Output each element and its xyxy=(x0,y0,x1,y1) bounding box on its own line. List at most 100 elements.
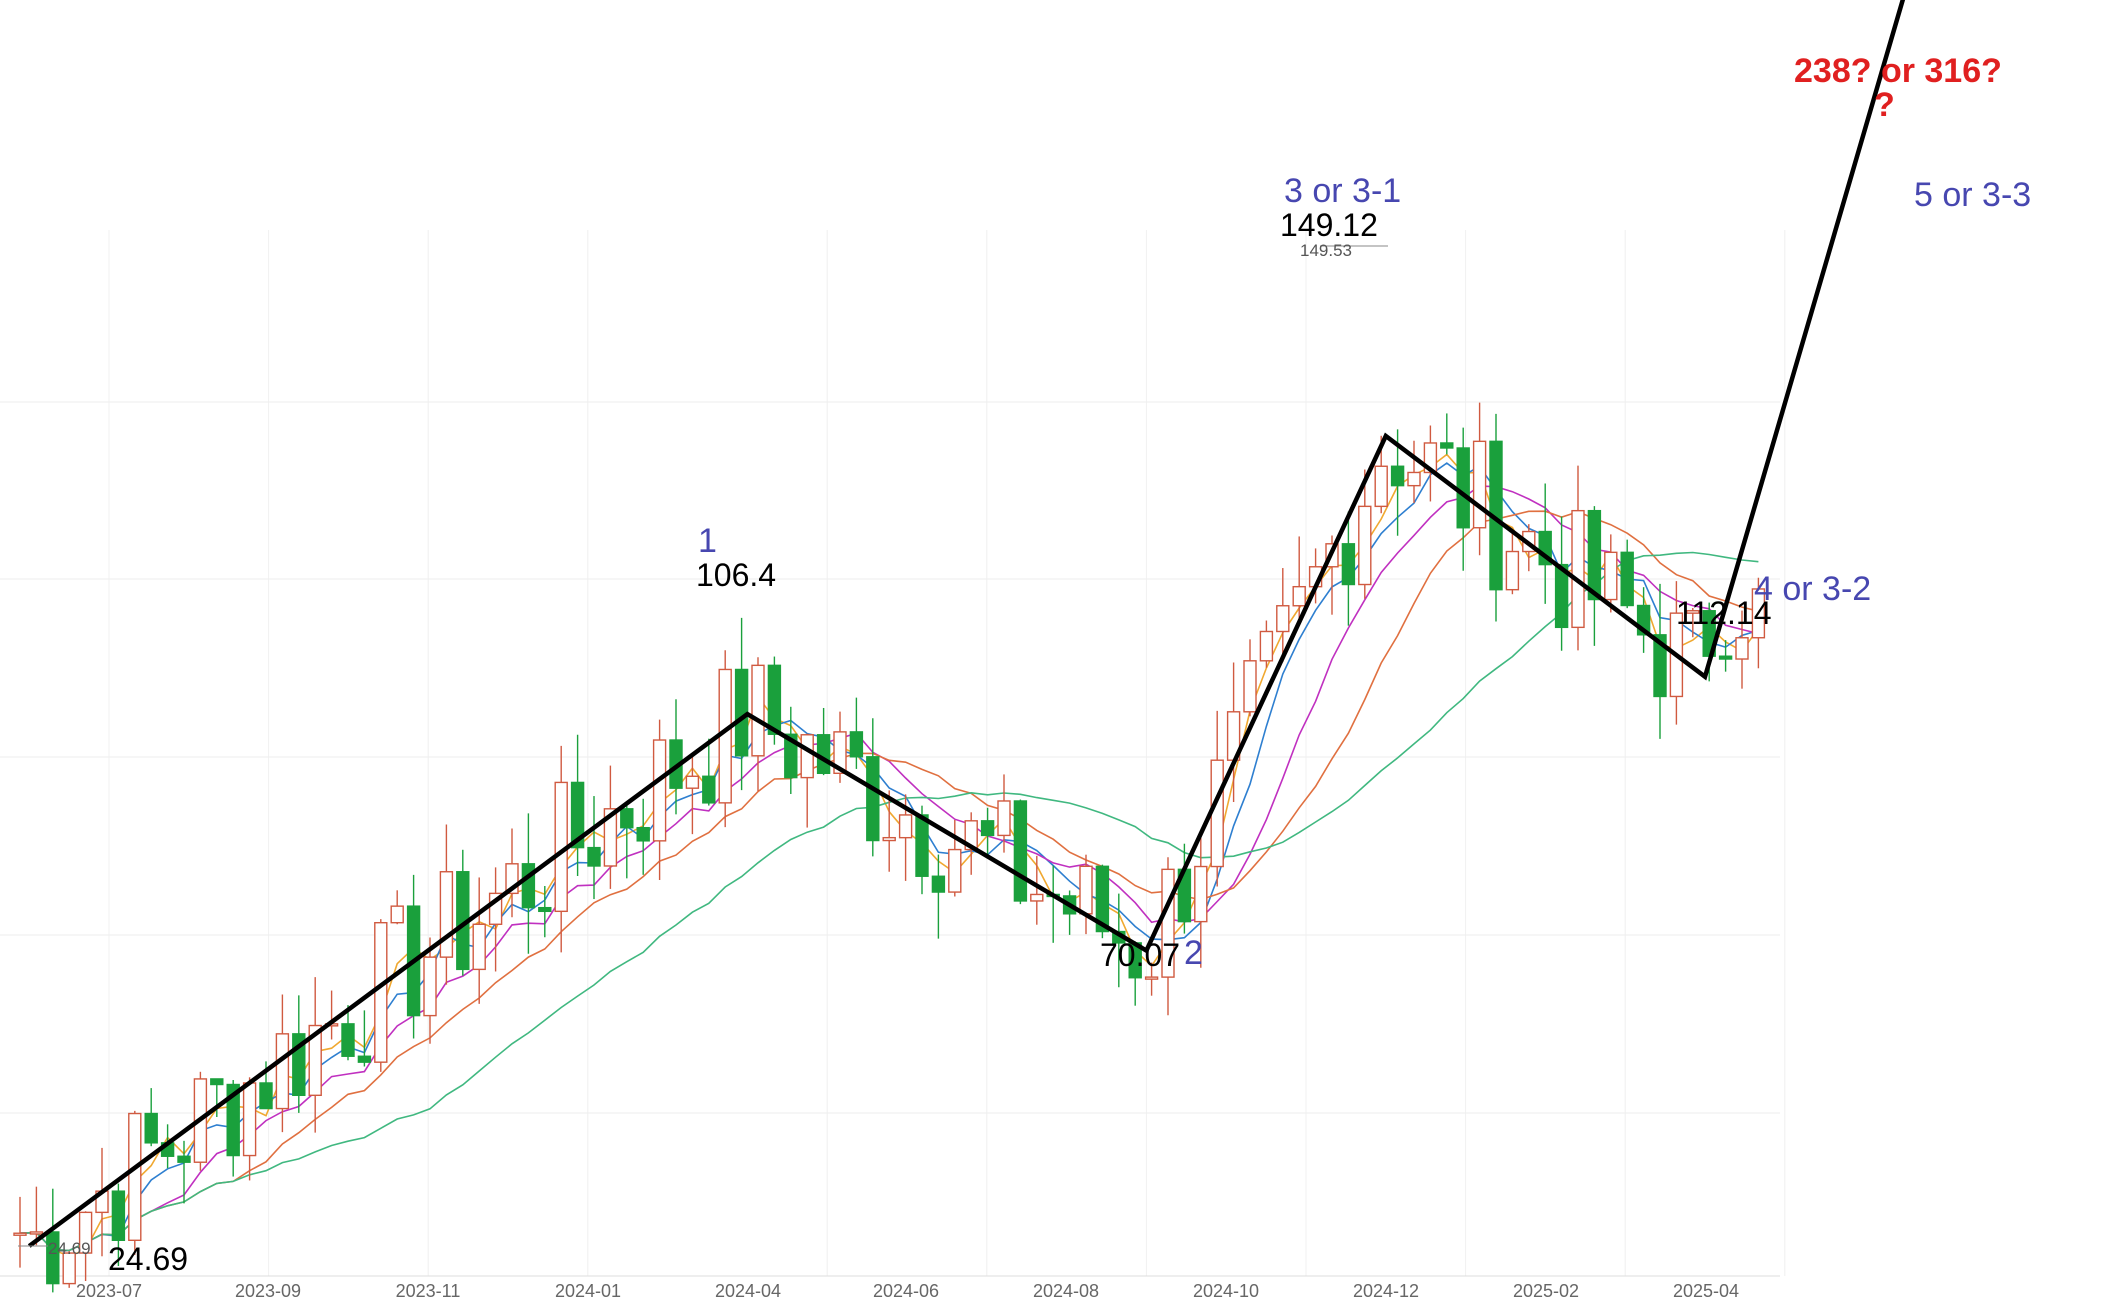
candle-down xyxy=(1013,800,1028,902)
candle-down xyxy=(259,1082,273,1110)
wave-path xyxy=(27,0,1906,1248)
ma30-line xyxy=(19,510,1759,1252)
candle-down xyxy=(1554,563,1569,629)
candle-up xyxy=(898,814,913,839)
candle-up xyxy=(1686,610,1700,614)
candle-down xyxy=(521,863,536,909)
wave-label-2: 2 xyxy=(1184,934,1203,972)
small-price-low: 24.69 xyxy=(48,1239,91,1258)
candle-up xyxy=(275,1033,290,1110)
candle-up xyxy=(29,1231,44,1235)
x-tick-label: 2023-07 xyxy=(76,1281,142,1301)
candle-up xyxy=(1194,865,1208,923)
candle-down xyxy=(357,1055,372,1063)
candle-up xyxy=(948,848,962,893)
candle-up xyxy=(833,731,847,775)
price-label-wave4: 112.14 xyxy=(1676,595,1772,631)
candle-up xyxy=(1243,660,1257,713)
wave-label-1: 1 xyxy=(698,522,717,560)
candle-down xyxy=(816,734,831,775)
candle-up xyxy=(439,871,454,958)
candle-down xyxy=(980,820,995,837)
candle-down xyxy=(1390,465,1405,487)
candle-down xyxy=(570,781,585,849)
candle-up xyxy=(1292,585,1306,607)
candle-down xyxy=(177,1155,191,1163)
candle-up xyxy=(1604,551,1618,601)
candle-down xyxy=(636,826,650,842)
candle-down xyxy=(767,664,782,735)
target-question: ? xyxy=(1874,86,1895,124)
candle-down xyxy=(620,808,634,829)
annotations: 24.69 106.4 70.07 149.12 112.14 24.69 1 4… xyxy=(48,52,2031,1277)
candle-up xyxy=(374,921,388,1063)
candle-down xyxy=(1095,865,1110,933)
x-tick-label: 2024-10 xyxy=(1193,1281,1259,1301)
x-axis: 2023-07 2023-09 2023-11 2024-01 2024-04 … xyxy=(76,1281,1739,1301)
candle-up xyxy=(1276,605,1290,633)
wave-label-3: 3 or 3-1 xyxy=(1284,172,1401,210)
candle-down xyxy=(1718,655,1733,660)
candle-up xyxy=(997,800,1011,837)
candle-down xyxy=(849,731,864,758)
candle-up xyxy=(1735,637,1749,660)
candle-up xyxy=(800,734,814,779)
x-tick-label: 2024-01 xyxy=(555,1281,621,1301)
candle-down xyxy=(538,906,552,913)
wave-label-4: 4 or 3-2 xyxy=(1754,570,1871,608)
candle-up xyxy=(78,1211,93,1254)
candle-down xyxy=(1440,442,1454,449)
candle-up xyxy=(1751,588,1766,639)
x-tick-label: 2025-02 xyxy=(1513,1281,1579,1301)
candle-up xyxy=(751,664,765,757)
target-label: 238? or 316? xyxy=(1794,52,2002,90)
price-label-low: 24.69 xyxy=(108,1241,188,1277)
candle-down xyxy=(1341,543,1356,586)
candle-up xyxy=(13,1232,27,1236)
x-tick-label: 2023-09 xyxy=(235,1281,301,1301)
candle-up xyxy=(1505,550,1520,591)
candle-down xyxy=(784,733,798,779)
candle-down xyxy=(1587,509,1602,601)
candle-up xyxy=(308,1024,322,1097)
candle-up xyxy=(423,956,437,1017)
candle-down xyxy=(702,775,716,804)
candle-up xyxy=(1079,865,1093,915)
price-label-wave1: 106.4 xyxy=(696,557,776,593)
candle-up xyxy=(242,1082,257,1157)
candle-up xyxy=(882,836,896,842)
candle-down xyxy=(341,1023,355,1057)
candle-down xyxy=(1456,447,1470,529)
x-tick-label: 2024-08 xyxy=(1033,1281,1099,1301)
candle-up xyxy=(62,1252,76,1285)
x-tick-label: 2025-04 xyxy=(1673,1281,1739,1301)
candle-down xyxy=(226,1083,240,1157)
candle-down xyxy=(587,846,601,867)
x-tick-label: 2024-06 xyxy=(873,1281,939,1301)
candle-up xyxy=(1210,759,1224,868)
candle-down xyxy=(931,875,946,893)
candle-up xyxy=(1374,465,1388,508)
price-label-wave2: 70.07 xyxy=(1100,937,1180,973)
candle-up xyxy=(1358,505,1372,586)
price-label-wave3: 149.12 xyxy=(1280,207,1378,243)
candle-up xyxy=(1472,440,1487,529)
candle-up xyxy=(472,923,486,971)
candle-down xyxy=(111,1190,126,1241)
candle-up xyxy=(685,775,700,789)
candle-down xyxy=(1653,634,1667,698)
candle-down xyxy=(46,1231,60,1285)
candle-up xyxy=(1030,893,1044,902)
wave-lines xyxy=(18,0,1906,1248)
candle-down xyxy=(866,756,880,842)
candle-down xyxy=(144,1112,158,1144)
candle-up xyxy=(1571,509,1585,629)
candle-up xyxy=(1144,976,1159,980)
candle-up xyxy=(1407,471,1421,487)
candle-up xyxy=(603,808,618,867)
x-tick-label: 2023-11 xyxy=(396,1281,461,1301)
candle-up xyxy=(1259,630,1274,662)
x-tick-label: 2024-12 xyxy=(1353,1281,1419,1301)
candles xyxy=(13,402,1766,1293)
